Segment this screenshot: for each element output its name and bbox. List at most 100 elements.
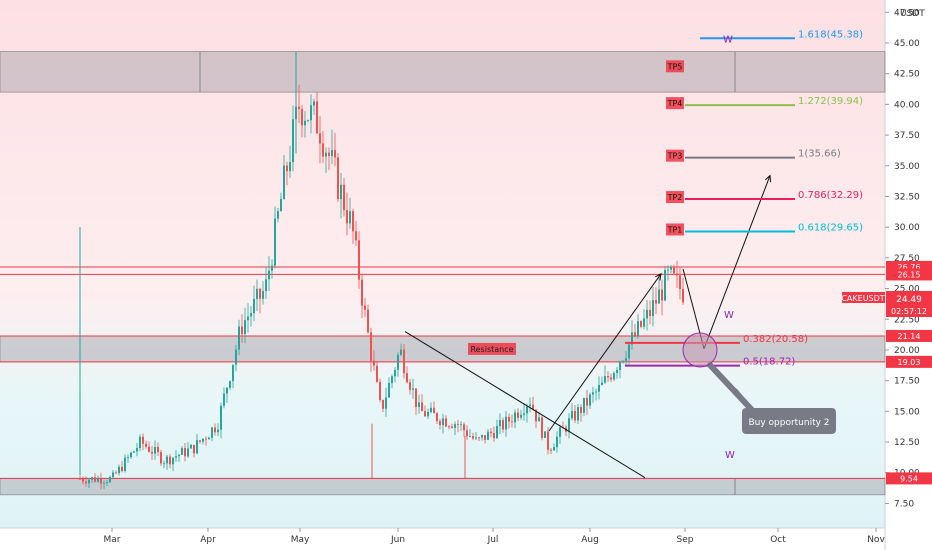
candle-body xyxy=(214,427,216,433)
candle-body xyxy=(538,417,540,422)
candle-body xyxy=(208,437,210,440)
candle-body xyxy=(649,309,651,317)
wave-label: W xyxy=(724,310,734,321)
candle-body xyxy=(445,418,447,427)
candle-body xyxy=(364,305,366,310)
candle-body xyxy=(310,105,312,121)
candle-body xyxy=(304,120,306,126)
candle-body xyxy=(424,411,426,417)
candle-body xyxy=(298,106,300,110)
candle-body xyxy=(244,320,246,335)
wave-label: W xyxy=(725,450,735,461)
candle-body xyxy=(589,394,591,406)
candle-body xyxy=(673,266,675,274)
candle-body xyxy=(142,436,144,444)
candle-body xyxy=(631,332,633,345)
x-tick-label: Aug xyxy=(581,535,599,545)
price-tag-label: 26.76 xyxy=(898,263,921,272)
candle-body xyxy=(619,361,621,371)
candle-body xyxy=(190,444,192,449)
candle-body xyxy=(490,431,492,434)
candle-body xyxy=(682,289,684,303)
fib-level-label: 1.618(45.38) xyxy=(798,29,863,40)
candle-body xyxy=(544,431,546,438)
candle-body xyxy=(289,162,291,172)
candle-body xyxy=(496,426,498,439)
candle-body xyxy=(253,298,255,314)
x-tick-label: Sep xyxy=(677,535,694,545)
y-tick-label: 20.00 xyxy=(894,346,920,356)
candle-body xyxy=(676,273,678,276)
candle-body xyxy=(271,265,273,271)
y-tick-label: 27.50 xyxy=(894,254,920,264)
candle-body xyxy=(481,435,483,438)
candle-body xyxy=(184,448,186,457)
candle-body xyxy=(199,440,201,442)
candle-body xyxy=(202,438,204,442)
candle-body xyxy=(232,364,234,382)
candle-body xyxy=(100,478,102,484)
candle-body xyxy=(88,479,90,484)
candle-body xyxy=(136,448,138,452)
candle-body xyxy=(379,381,381,400)
candle-body xyxy=(334,150,336,158)
candle-body xyxy=(514,412,516,423)
candle-body xyxy=(667,269,669,271)
candle-body xyxy=(139,436,141,449)
candle-body xyxy=(532,404,534,410)
candle-body xyxy=(313,101,315,106)
candle-body xyxy=(607,376,609,378)
candle-body xyxy=(193,444,195,454)
y-tick-label: 7.50 xyxy=(894,499,914,509)
candle-body xyxy=(280,198,282,212)
candle-body xyxy=(655,300,657,304)
candle-body xyxy=(148,446,150,452)
candle-body xyxy=(403,349,405,374)
candle-body xyxy=(169,456,171,465)
tp-tag xyxy=(666,149,684,162)
candle-body xyxy=(166,456,168,464)
x-tick-label: Apr xyxy=(200,535,216,545)
y-tick-label: 35.00 xyxy=(894,162,920,172)
buy-callout: Buy opportunity 2 xyxy=(707,362,836,434)
candle-body xyxy=(460,424,462,426)
candle-body xyxy=(622,360,624,362)
candle-body xyxy=(577,407,579,421)
x-tick-label: Jul xyxy=(487,535,499,545)
buy-zone-circle xyxy=(682,332,718,368)
countdown-label: 02:57:12 xyxy=(891,307,927,316)
candle-body xyxy=(124,457,126,471)
price-tag-label: 9.54 xyxy=(900,474,918,483)
candle-body xyxy=(376,365,378,382)
candle-body xyxy=(493,433,495,439)
candle-body xyxy=(604,376,606,383)
zone-band xyxy=(0,478,886,496)
plot-background xyxy=(0,0,885,528)
candle-body xyxy=(238,326,240,350)
candle-body xyxy=(262,291,264,299)
candle-body xyxy=(382,399,384,409)
candle-body xyxy=(508,416,510,422)
candle-body xyxy=(430,407,432,413)
candle-body xyxy=(529,404,531,407)
candle-body xyxy=(316,101,318,134)
candle-body xyxy=(145,443,147,447)
candle-body xyxy=(505,416,507,430)
candle-body xyxy=(94,477,96,482)
candle-body xyxy=(187,448,189,457)
candle-body xyxy=(241,326,243,335)
candle-body xyxy=(469,436,471,437)
candle-body xyxy=(670,266,672,270)
y-tick-label: 37.50 xyxy=(894,131,920,141)
candle-body xyxy=(229,381,231,388)
candle-body xyxy=(91,477,93,480)
price-tag xyxy=(886,268,932,281)
candle-body xyxy=(361,279,363,306)
candle-body xyxy=(433,407,435,414)
candle-body xyxy=(337,157,339,200)
x-tick-label: Jun xyxy=(390,535,405,545)
candle-body xyxy=(328,152,330,157)
currency-label: USDT xyxy=(900,9,925,19)
candle-body xyxy=(175,456,177,458)
